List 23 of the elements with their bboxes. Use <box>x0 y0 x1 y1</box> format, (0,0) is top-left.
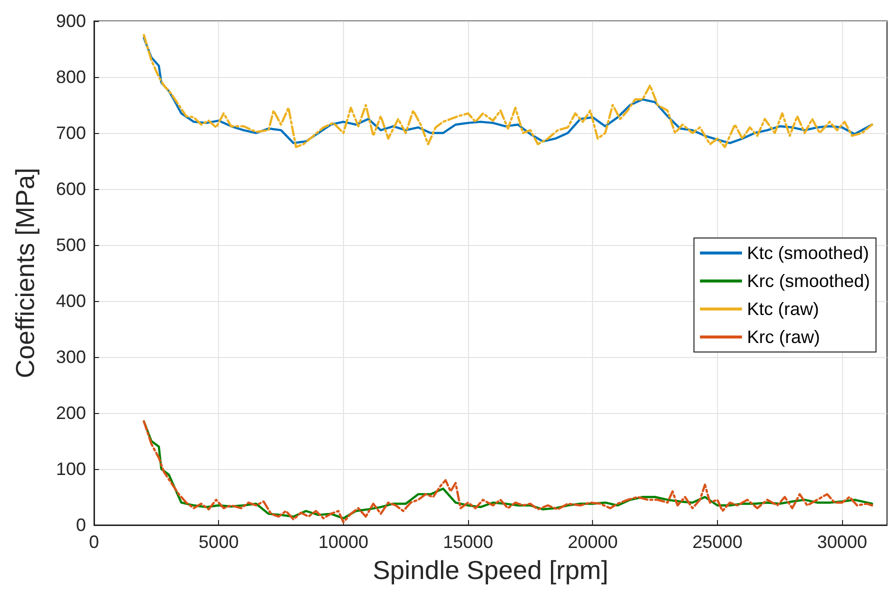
x-tick-label: 25000 <box>692 532 742 552</box>
x-tick-label: 15000 <box>443 532 494 552</box>
y-tick-label: 400 <box>56 291 86 311</box>
x-tick-label: 20000 <box>568 532 618 552</box>
x-tick-label: 10000 <box>318 532 368 552</box>
y-axis-title: Coefficients [MPa] <box>10 168 40 378</box>
x-tick-label: 30000 <box>817 532 868 552</box>
x-tick-label: 5000 <box>198 532 239 552</box>
y-tick-label: 100 <box>56 459 86 479</box>
y-tick-label: 700 <box>56 123 86 143</box>
legend-label: Ktc (smoothed) <box>746 243 870 263</box>
y-tick-label: 900 <box>56 11 86 31</box>
y-tick-label: 600 <box>56 179 86 199</box>
x-axis-title: Spindle Speed [rpm] <box>372 555 608 585</box>
y-tick-label: 500 <box>56 235 86 255</box>
y-tick-label: 200 <box>56 403 86 423</box>
y-tick-label: 800 <box>56 67 86 87</box>
y-tick-label: 0 <box>76 515 86 535</box>
x-tick-label: 0 <box>88 532 100 552</box>
y-tick-label: 300 <box>56 347 86 367</box>
legend-label: Krc (raw) <box>746 327 820 347</box>
legend-label: Krc (smoothed) <box>746 271 870 291</box>
legend-label: Ktc (raw) <box>746 299 819 319</box>
